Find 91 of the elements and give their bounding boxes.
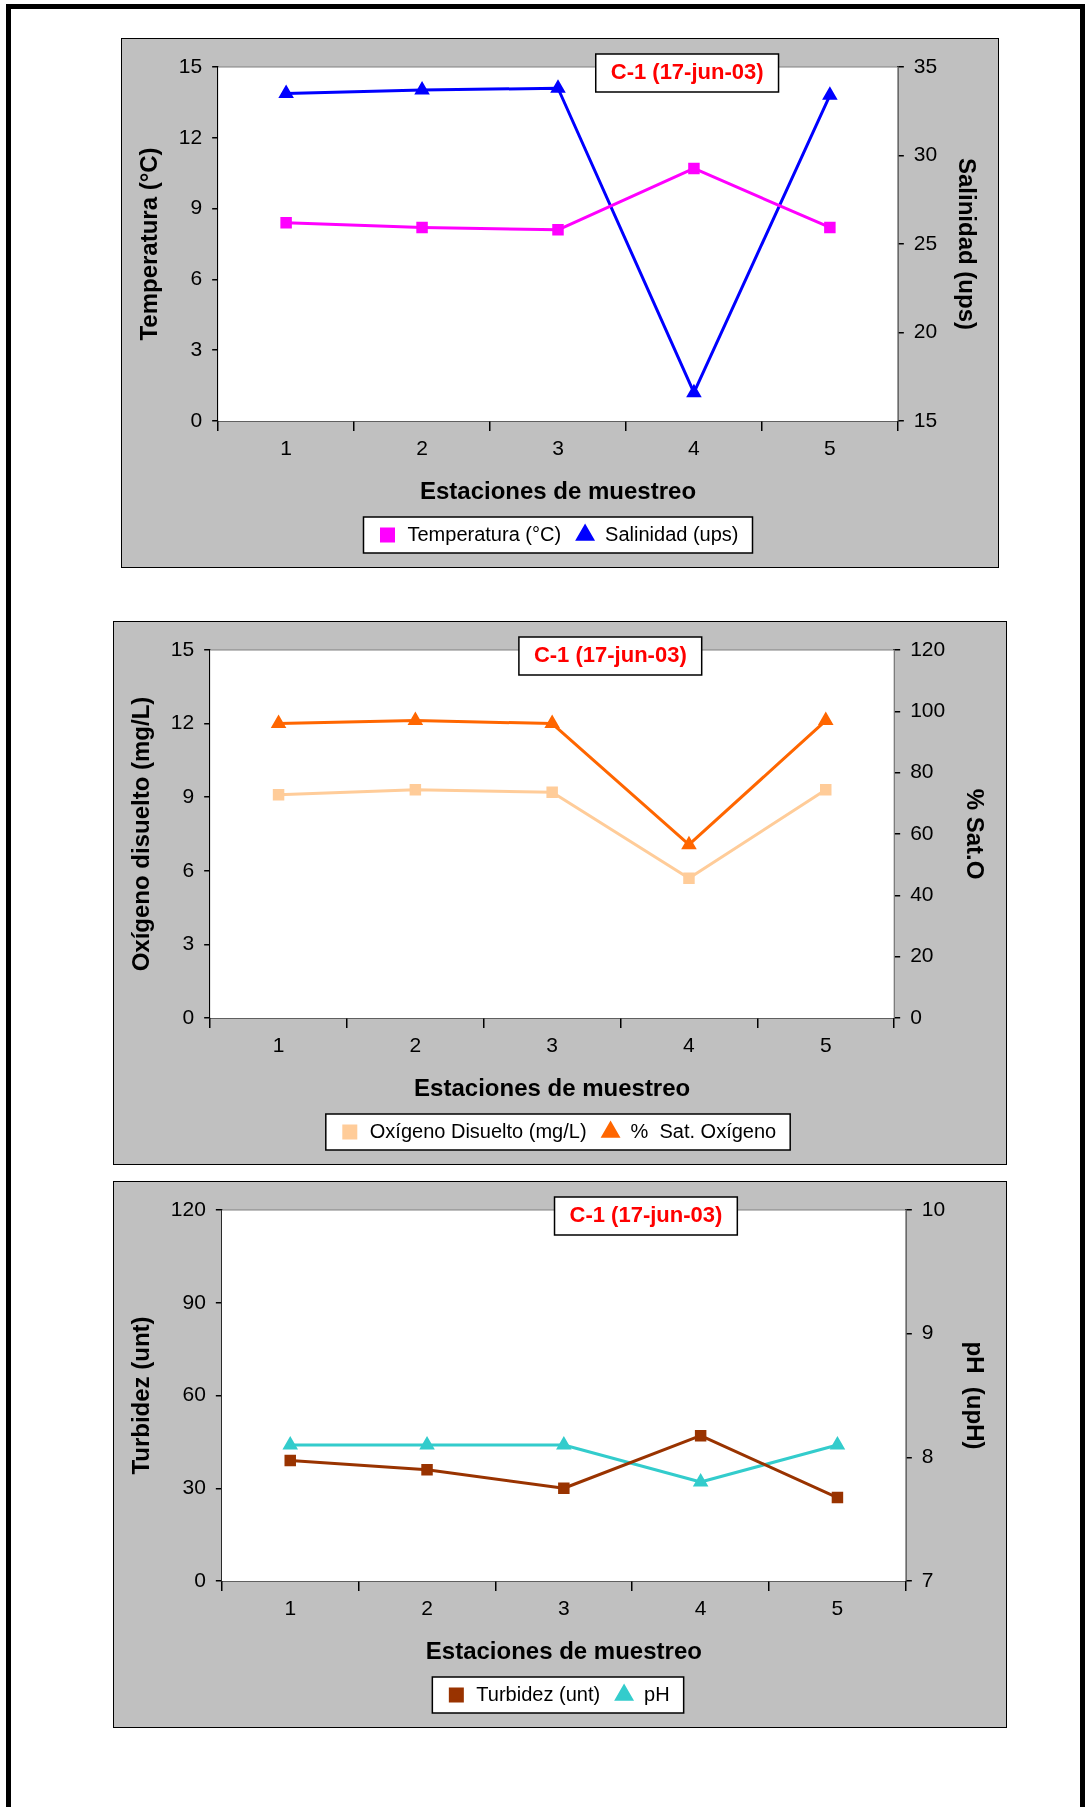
point <box>819 713 833 726</box>
y2-tick-label: 15 <box>913 407 938 431</box>
y2-axis-title: % Sat.O <box>961 788 989 880</box>
x-axis-title: Estaciones de muestreo <box>414 1074 691 1102</box>
x-tick-label: 2 <box>416 436 428 460</box>
y2-axis-title: pH (upH) <box>961 1341 989 1450</box>
y-tick-label: 120 <box>170 1196 206 1220</box>
x-tick-label: 1 <box>272 1033 285 1057</box>
x-tick-label: 3 <box>552 436 564 460</box>
point <box>688 162 700 175</box>
legend-label: pH <box>644 1682 670 1705</box>
chart-title: C-1 (17-jun-03) <box>569 1202 723 1228</box>
point <box>823 87 837 100</box>
point <box>272 789 285 801</box>
point <box>558 1482 570 1494</box>
y-tick-label: 60 <box>182 1382 206 1406</box>
x-tick-label: 4 <box>694 1596 707 1620</box>
y2-axis-title: Salinidad (ups) <box>953 157 981 331</box>
x-tick-label: 3 <box>558 1596 570 1620</box>
point <box>279 86 293 99</box>
chart-title: C-1 (17-jun-03) <box>610 59 764 85</box>
y2-tick-label: 20 <box>910 943 934 967</box>
y2-tick-label: 25 <box>913 230 938 254</box>
point <box>820 784 832 796</box>
y2-tick-label: 100 <box>910 698 946 722</box>
point <box>546 786 558 799</box>
y2-tick-label: 8 <box>921 1444 934 1468</box>
legend-label: Salinidad (ups) <box>605 522 739 545</box>
x-tick-label: 1 <box>284 1596 297 1620</box>
y-tick-label: 3 <box>182 931 195 955</box>
y2-tick-label: 35 <box>913 53 938 77</box>
y-tick-label: 3 <box>190 337 203 360</box>
point <box>409 784 422 796</box>
point <box>552 224 564 236</box>
point <box>280 217 292 229</box>
chart-title: C-1 (17-jun-03) <box>533 642 687 668</box>
y-tick-label: 0 <box>194 1567 206 1591</box>
x-tick-label: 2 <box>409 1033 422 1057</box>
y2-tick-label: 9 <box>921 1320 934 1344</box>
x-tick-label: 4 <box>683 1033 696 1057</box>
y-axis-title: Oxígeno disuelto (mg/L) <box>127 696 155 972</box>
y-tick-label: 30 <box>182 1475 206 1499</box>
point <box>687 385 701 398</box>
y-tick-label: 12 <box>170 710 195 734</box>
point <box>408 713 423 726</box>
y-axis-title: Turbidez (unt) <box>127 1316 155 1475</box>
x-tick-label: 2 <box>421 1596 433 1620</box>
x-axis-title: Estaciones de muestreo <box>419 477 697 505</box>
y-tick-label: 90 <box>182 1289 206 1313</box>
y-tick-label: 6 <box>190 266 203 290</box>
y-tick-label: 15 <box>178 53 203 77</box>
point <box>416 221 428 234</box>
x-tick-label: 3 <box>546 1033 558 1057</box>
point <box>831 1491 844 1504</box>
x-tick-label: 5 <box>824 436 836 460</box>
point <box>545 716 559 729</box>
y2-tick-label: 20 <box>913 319 938 343</box>
point <box>421 1463 433 1476</box>
point <box>694 1429 707 1442</box>
y2-tick-label: 0 <box>910 1004 922 1028</box>
point <box>824 221 836 234</box>
y2-tick-label: 80 <box>910 759 934 783</box>
y-tick-label: 6 <box>182 857 195 881</box>
point <box>683 872 695 884</box>
y2-tick-label: 40 <box>910 882 934 906</box>
y-tick-label: 9 <box>182 784 195 807</box>
point <box>415 82 429 95</box>
point <box>682 837 696 850</box>
x-tick-label: 5 <box>819 1033 832 1057</box>
y2-tick-label: 7 <box>921 1567 934 1591</box>
x-tick-label: 1 <box>280 436 292 460</box>
legend-label: % Sat. Oxígeno <box>630 1119 777 1142</box>
x-tick-label: 5 <box>831 1596 844 1620</box>
y2-tick-label: 10 <box>921 1196 946 1220</box>
y-tick-label: 9 <box>190 195 203 219</box>
y-tick-label: 0 <box>190 407 203 431</box>
y-axis-title: Temperatura (°C) <box>135 147 163 341</box>
y2-tick-label: 120 <box>910 636 946 660</box>
legend-label: Temperatura (°C) <box>407 522 562 545</box>
point <box>271 716 286 729</box>
legend-label: Turbidez (unt) <box>476 1682 601 1705</box>
y-tick-label: 12 <box>178 124 203 148</box>
x-axis-title: Estaciones de muestreo <box>425 1637 702 1665</box>
y2-tick-label: 30 <box>913 142 938 166</box>
point <box>551 80 565 93</box>
y-tick-label: 0 <box>182 1004 195 1028</box>
legend-label: Oxígeno Disuelto (mg/L) <box>369 1119 587 1142</box>
y-tick-label: 15 <box>170 636 195 660</box>
x-tick-label: 4 <box>688 436 701 460</box>
point <box>284 1454 296 1467</box>
y2-tick-label: 60 <box>910 820 934 844</box>
